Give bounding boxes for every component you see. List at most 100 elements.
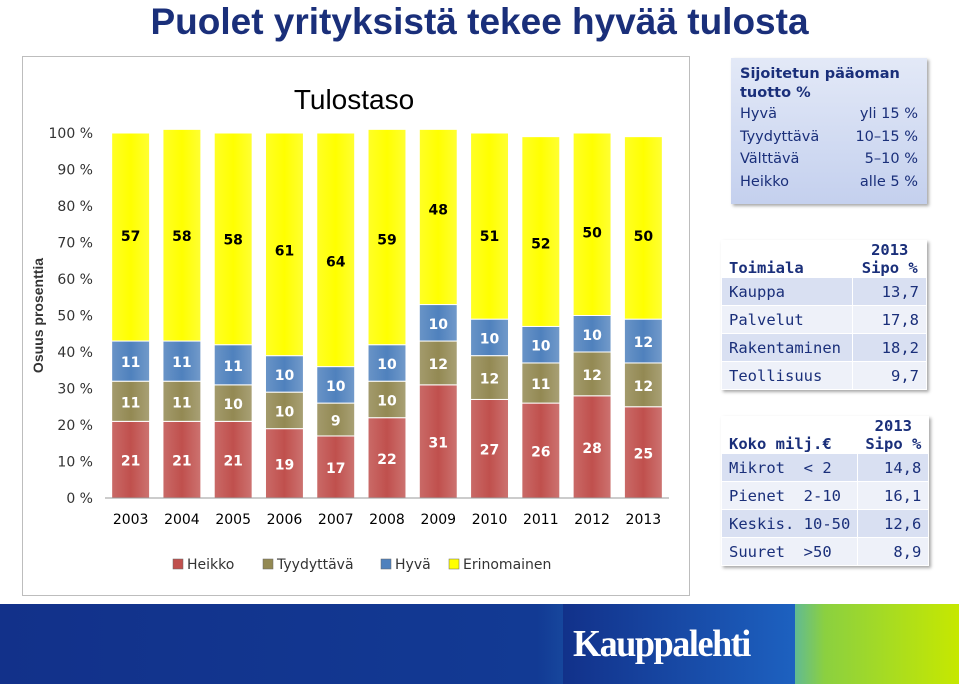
data-label: 31 [429,435,448,451]
size-header-label: Koko milj.€ [720,416,859,454]
data-label: 11 [531,377,550,393]
bar-heikko-2009 [418,384,458,499]
industry-label: Kauppa [720,277,854,306]
bar-tyydyttävä-2010 [470,355,510,400]
data-label: 19 [275,457,294,473]
legend-label: Tyydyttävä [276,557,354,573]
data-label: 11 [121,395,140,411]
data-label: 11 [172,395,191,411]
industry-value: 17,8 [852,305,927,334]
data-label: 21 [223,454,242,470]
data-label: 22 [377,452,396,468]
data-label: 17 [326,461,345,477]
stacked-bar-chart: Tulostaso 0 % 10 % 20 % 30 % 40 % 50 % 60 % 70 %… [30,84,669,573]
company-size-table: Koko milj.€ 2013 Sipo % Mikrot < 2 14,8 Pie… [720,416,930,566]
bar-erinomainen-2008 [367,128,407,346]
data-label: 10 [326,379,346,395]
industry-row: Teollisuus 9,7 [720,361,927,390]
y-tick-label: 60 % [57,272,93,288]
data-label: 57 [121,229,140,245]
bar-erinomainen-2011 [521,136,561,327]
y-tick-label: 10 % [57,455,93,471]
bar-hyvä-2010 [470,318,510,357]
y-tick-label: 0 % [66,491,93,507]
footer-band [0,604,959,684]
industry-table: Toimiala 2013 Sipo % Kauppa 13,7 Palvelut 17… [720,240,927,390]
return-rate-label: Välttävä [740,151,800,167]
data-label: 58 [223,233,242,249]
data-label: 10 [275,404,295,420]
return-rate-row: Heikko alle 5 % [740,171,918,194]
industry-header-year: 2013 [871,241,909,259]
industry-value: 9,7 [852,361,927,390]
data-label: 12 [634,379,653,395]
y-tick-label: 80 % [57,199,93,215]
data-label: 64 [326,255,346,271]
industry-label: Teollisuus [720,361,854,390]
legend-swatch-erinomainen [448,558,460,570]
size-label: Suuret >50 [720,537,859,566]
x-tick-label: 2006 [267,512,303,528]
return-rate-value: 5–10 % [864,151,918,167]
data-label: 50 [634,229,654,245]
data-label: 12 [480,372,499,388]
industry-row: Kauppa 13,7 [720,277,927,306]
size-row: Suuret >50 8,9 [720,537,930,566]
data-label: 28 [582,441,601,457]
size-value: 12,6 [857,509,930,538]
size-value: 14,8 [857,453,930,482]
bar-tyydyttävä-2008 [367,380,407,419]
return-rate-row: Tyydyttävä 10–15 % [740,126,918,149]
data-label: 51 [480,229,499,245]
bar-heikko-2008 [367,417,407,499]
bar-hyvä-2012 [572,315,612,353]
bar-tyydyttävä-2005 [213,384,253,422]
data-label: 10 [377,357,397,373]
bar-tyydyttävä-2004 [162,380,202,422]
legend-swatch-hyvä [380,558,392,570]
bar-erinomainen-2012 [572,132,612,316]
bar-tyydyttävä-2013 [623,362,663,408]
data-label: 12 [582,368,601,384]
bar-tyydyttävä-2012 [572,351,612,397]
bar-heikko-2003 [111,420,151,499]
y-tick-label: 100 % [49,126,93,142]
bar-erinomainen-2009 [418,128,458,306]
kauppalehti-logo-text: Kauppalehti [573,623,751,665]
data-label: 10 [531,339,551,355]
data-label: 10 [223,397,243,413]
size-row: Pienet 2-10 16,1 [720,481,930,510]
industry-label: Palvelut [720,305,854,334]
data-label: 26 [531,445,550,461]
y-tick-label: 90 % [57,163,93,179]
industry-label: Rakentaminen [720,333,854,362]
industry-row: Palvelut 17,8 [720,305,927,334]
industry-header-col: Sipo % [861,259,918,277]
size-row: Keskis. 10-50 12,6 [720,509,930,538]
bar-hyvä-2004 [162,340,202,382]
size-row: Mikrot < 2 14,8 [720,453,930,482]
legend-swatch-heikko [172,558,184,570]
industry-header-label: Toimiala [720,240,854,278]
chart-title: Tulostaso [294,84,414,115]
data-label: 61 [275,244,294,260]
data-label: 10 [377,393,397,409]
data-label: 9 [331,414,341,430]
kauppalehti-logo [563,604,795,684]
return-rate-row: Hyvä yli 15 % [740,103,918,126]
bar-tyydyttävä-2009 [418,340,458,386]
bar-erinomainen-2006 [264,132,304,357]
size-label: Mikrot < 2 [720,453,859,482]
data-label: 25 [634,446,653,462]
data-label: 48 [429,203,448,219]
bar-heikko-2010 [470,398,510,499]
bar-hyvä-2007 [316,366,356,404]
x-tick-label: 2010 [472,512,508,528]
chart-panel: Tulostaso 0 % 10 % 20 % 30 % 40 % 50 % 60 % 70 %… [22,56,690,596]
bar-tyydyttävä-2011 [521,362,561,404]
data-label: 11 [172,355,191,371]
y-tick-label: 20 % [57,418,93,434]
data-label: 59 [377,233,396,249]
return-rate-label: Tyydyttävä [740,128,820,145]
data-label: 21 [121,454,140,470]
